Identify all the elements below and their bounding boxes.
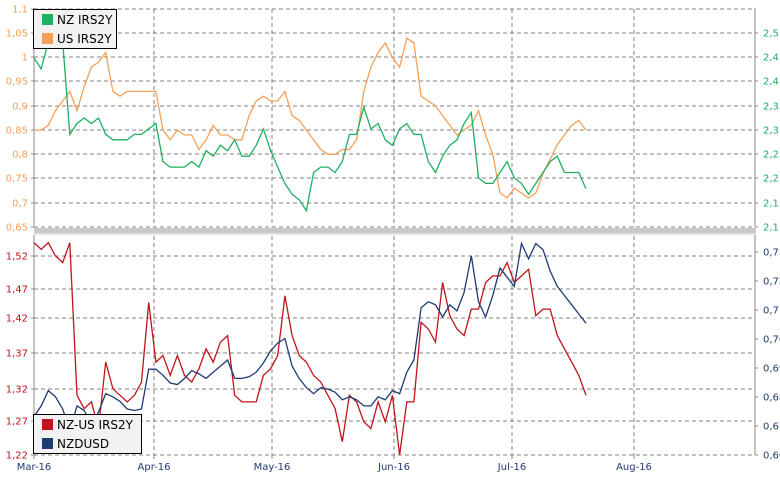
legend-item-nz-irs2y: NZ IRS2Y	[34, 10, 116, 29]
svg-text:0,75: 0,75	[6, 174, 28, 185]
svg-text:May-16: May-16	[254, 462, 291, 473]
series-nz-us-irs2y	[34, 241, 587, 455]
legend-label: NZ IRS2Y	[57, 12, 113, 27]
svg-text:1,32: 1,32	[6, 385, 28, 396]
swatch-nz-us-irs2y	[42, 419, 53, 430]
svg-text:0,9: 0,9	[12, 102, 28, 113]
svg-text:Jul-16: Jul-16	[497, 462, 526, 473]
svg-text:2,3: 2,3	[763, 126, 779, 137]
svg-text:Mar-16: Mar-16	[17, 462, 52, 473]
svg-text:0,85: 0,85	[6, 126, 28, 137]
svg-text:1,37: 1,37	[6, 349, 28, 360]
series-lines	[34, 35, 587, 455]
legend-label: NZ-US IRS2Y	[57, 417, 133, 432]
svg-text:2,35: 2,35	[763, 102, 780, 113]
swatch-nzdusd	[42, 438, 53, 449]
svg-text:0,95: 0,95	[6, 77, 28, 88]
svg-text:2,25: 2,25	[763, 150, 780, 161]
svg-text:0,6800: 0,6800	[763, 393, 780, 404]
svg-text:1: 1	[22, 53, 28, 64]
svg-text:0,7000: 0,7000	[763, 335, 780, 346]
legend-label: US IRS2Y	[57, 31, 112, 46]
svg-text:1,42: 1,42	[6, 314, 28, 325]
svg-text:1,47: 1,47	[6, 285, 28, 296]
svg-text:0,8: 0,8	[12, 150, 28, 161]
legend-item-us-irs2y: US IRS2Y	[34, 29, 116, 48]
svg-text:2,45: 2,45	[763, 53, 780, 64]
svg-text:2,2: 2,2	[763, 174, 779, 185]
legend-bottom: NZ-US IRS2Y NZDUSD	[33, 414, 142, 454]
svg-text:1,1: 1,1	[12, 5, 28, 16]
legend-item-nz-us-irs2y: NZ-US IRS2Y	[34, 415, 141, 434]
panel-separator	[34, 228, 756, 235]
svg-text:Apr-16: Apr-16	[138, 462, 171, 473]
svg-text:2,4: 2,4	[763, 77, 779, 88]
svg-text:0,6900: 0,6900	[763, 364, 780, 375]
svg-text:0,7300: 0,7300	[763, 248, 780, 259]
svg-text:2,1: 2,1	[763, 223, 779, 234]
svg-text:2,5: 2,5	[763, 29, 779, 40]
swatch-us-irs2y	[42, 33, 53, 44]
series-nz-irs2y	[34, 35, 587, 213]
svg-text:1,52: 1,52	[6, 252, 28, 263]
legend-item-nzdusd: NZDUSD	[34, 434, 141, 453]
series-nzdusd	[34, 241, 587, 433]
legend-label: NZDUSD	[57, 436, 110, 451]
svg-text:0,6600: 0,6600	[763, 451, 780, 462]
svg-text:Aug-16: Aug-16	[616, 462, 652, 473]
legend-top: NZ IRS2Y US IRS2Y	[33, 9, 117, 49]
gridlines	[34, 8, 755, 456]
svg-text:1,05: 1,05	[6, 29, 28, 40]
svg-text:2,15: 2,15	[763, 199, 780, 210]
series-us-irs2y	[34, 37, 587, 199]
swatch-nz-irs2y	[42, 14, 53, 25]
svg-text:Jun-16: Jun-16	[377, 462, 410, 473]
svg-text:0,6700: 0,6700	[763, 422, 780, 433]
svg-text:1,27: 1,27	[6, 417, 28, 428]
tick-labels: 0,65 0,7 0,75 0,8 0,85 0,9 0,95 1 1,05 1,1 2,1 2,15…	[6, 5, 780, 474]
svg-text:0,7: 0,7	[12, 199, 28, 210]
svg-text:0,7100: 0,7100	[763, 306, 780, 317]
svg-text:1,22: 1,22	[6, 451, 28, 462]
svg-text:0,65: 0,65	[6, 223, 28, 234]
svg-text:0,7200: 0,7200	[763, 277, 780, 288]
